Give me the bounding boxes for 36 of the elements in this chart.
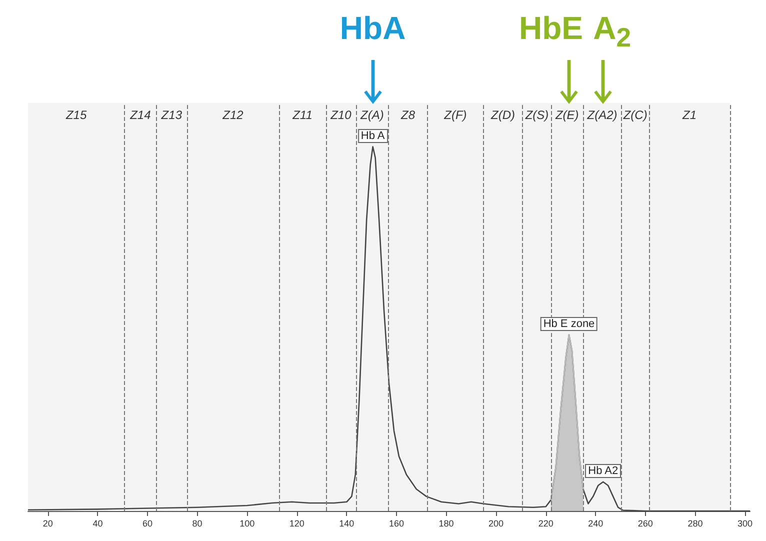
x-tick-label: 180 (438, 518, 454, 528)
annotation: Hb A (358, 128, 388, 143)
band-label: Z10 (330, 108, 352, 122)
text: A$_{2}$ (593, 10, 632, 54)
x-tick-label: 280 (688, 518, 703, 528)
band-label: Z(D) (490, 108, 516, 122)
band-label: Z(C) (622, 108, 648, 122)
x-tick-label: 20 (42, 518, 53, 528)
band-label: Z11 (292, 108, 312, 122)
x-tick-label: 200 (488, 518, 504, 528)
x-tick-label: 80 (192, 518, 202, 528)
band-label: Z(F) (443, 108, 467, 122)
x-tick-label: 60 (142, 518, 153, 528)
x-tick-label: 40 (92, 518, 103, 528)
band-label: Z14 (129, 108, 152, 122)
band-label: Z12 (222, 108, 244, 122)
text: HbE (519, 10, 583, 47)
x-tick-label: 100 (240, 518, 255, 528)
band-label: Z1 (681, 108, 697, 122)
x-tick-label: 160 (388, 518, 404, 528)
band-label: Z(A) (360, 108, 384, 122)
x-tick-label: 260 (638, 518, 653, 528)
band-label: Z13 (160, 108, 182, 122)
band-label: Z(A2) (586, 108, 618, 122)
x-tick-label: 120 (289, 518, 304, 528)
band-label: Z15 (64, 108, 87, 122)
band-label: Z8 (400, 108, 416, 122)
x-tick-label: 240 (588, 518, 604, 528)
annotation: Hb E zone (540, 316, 598, 331)
annotation: Hb A2 (585, 464, 622, 478)
x-tick-label: 220 (538, 518, 554, 528)
band-label: Z(S) (524, 108, 549, 122)
x-tick-label: 140 (339, 518, 354, 528)
x-tick-label: 300 (738, 518, 753, 528)
text: HbA (340, 10, 406, 47)
band-label: Z(E) (554, 108, 579, 122)
